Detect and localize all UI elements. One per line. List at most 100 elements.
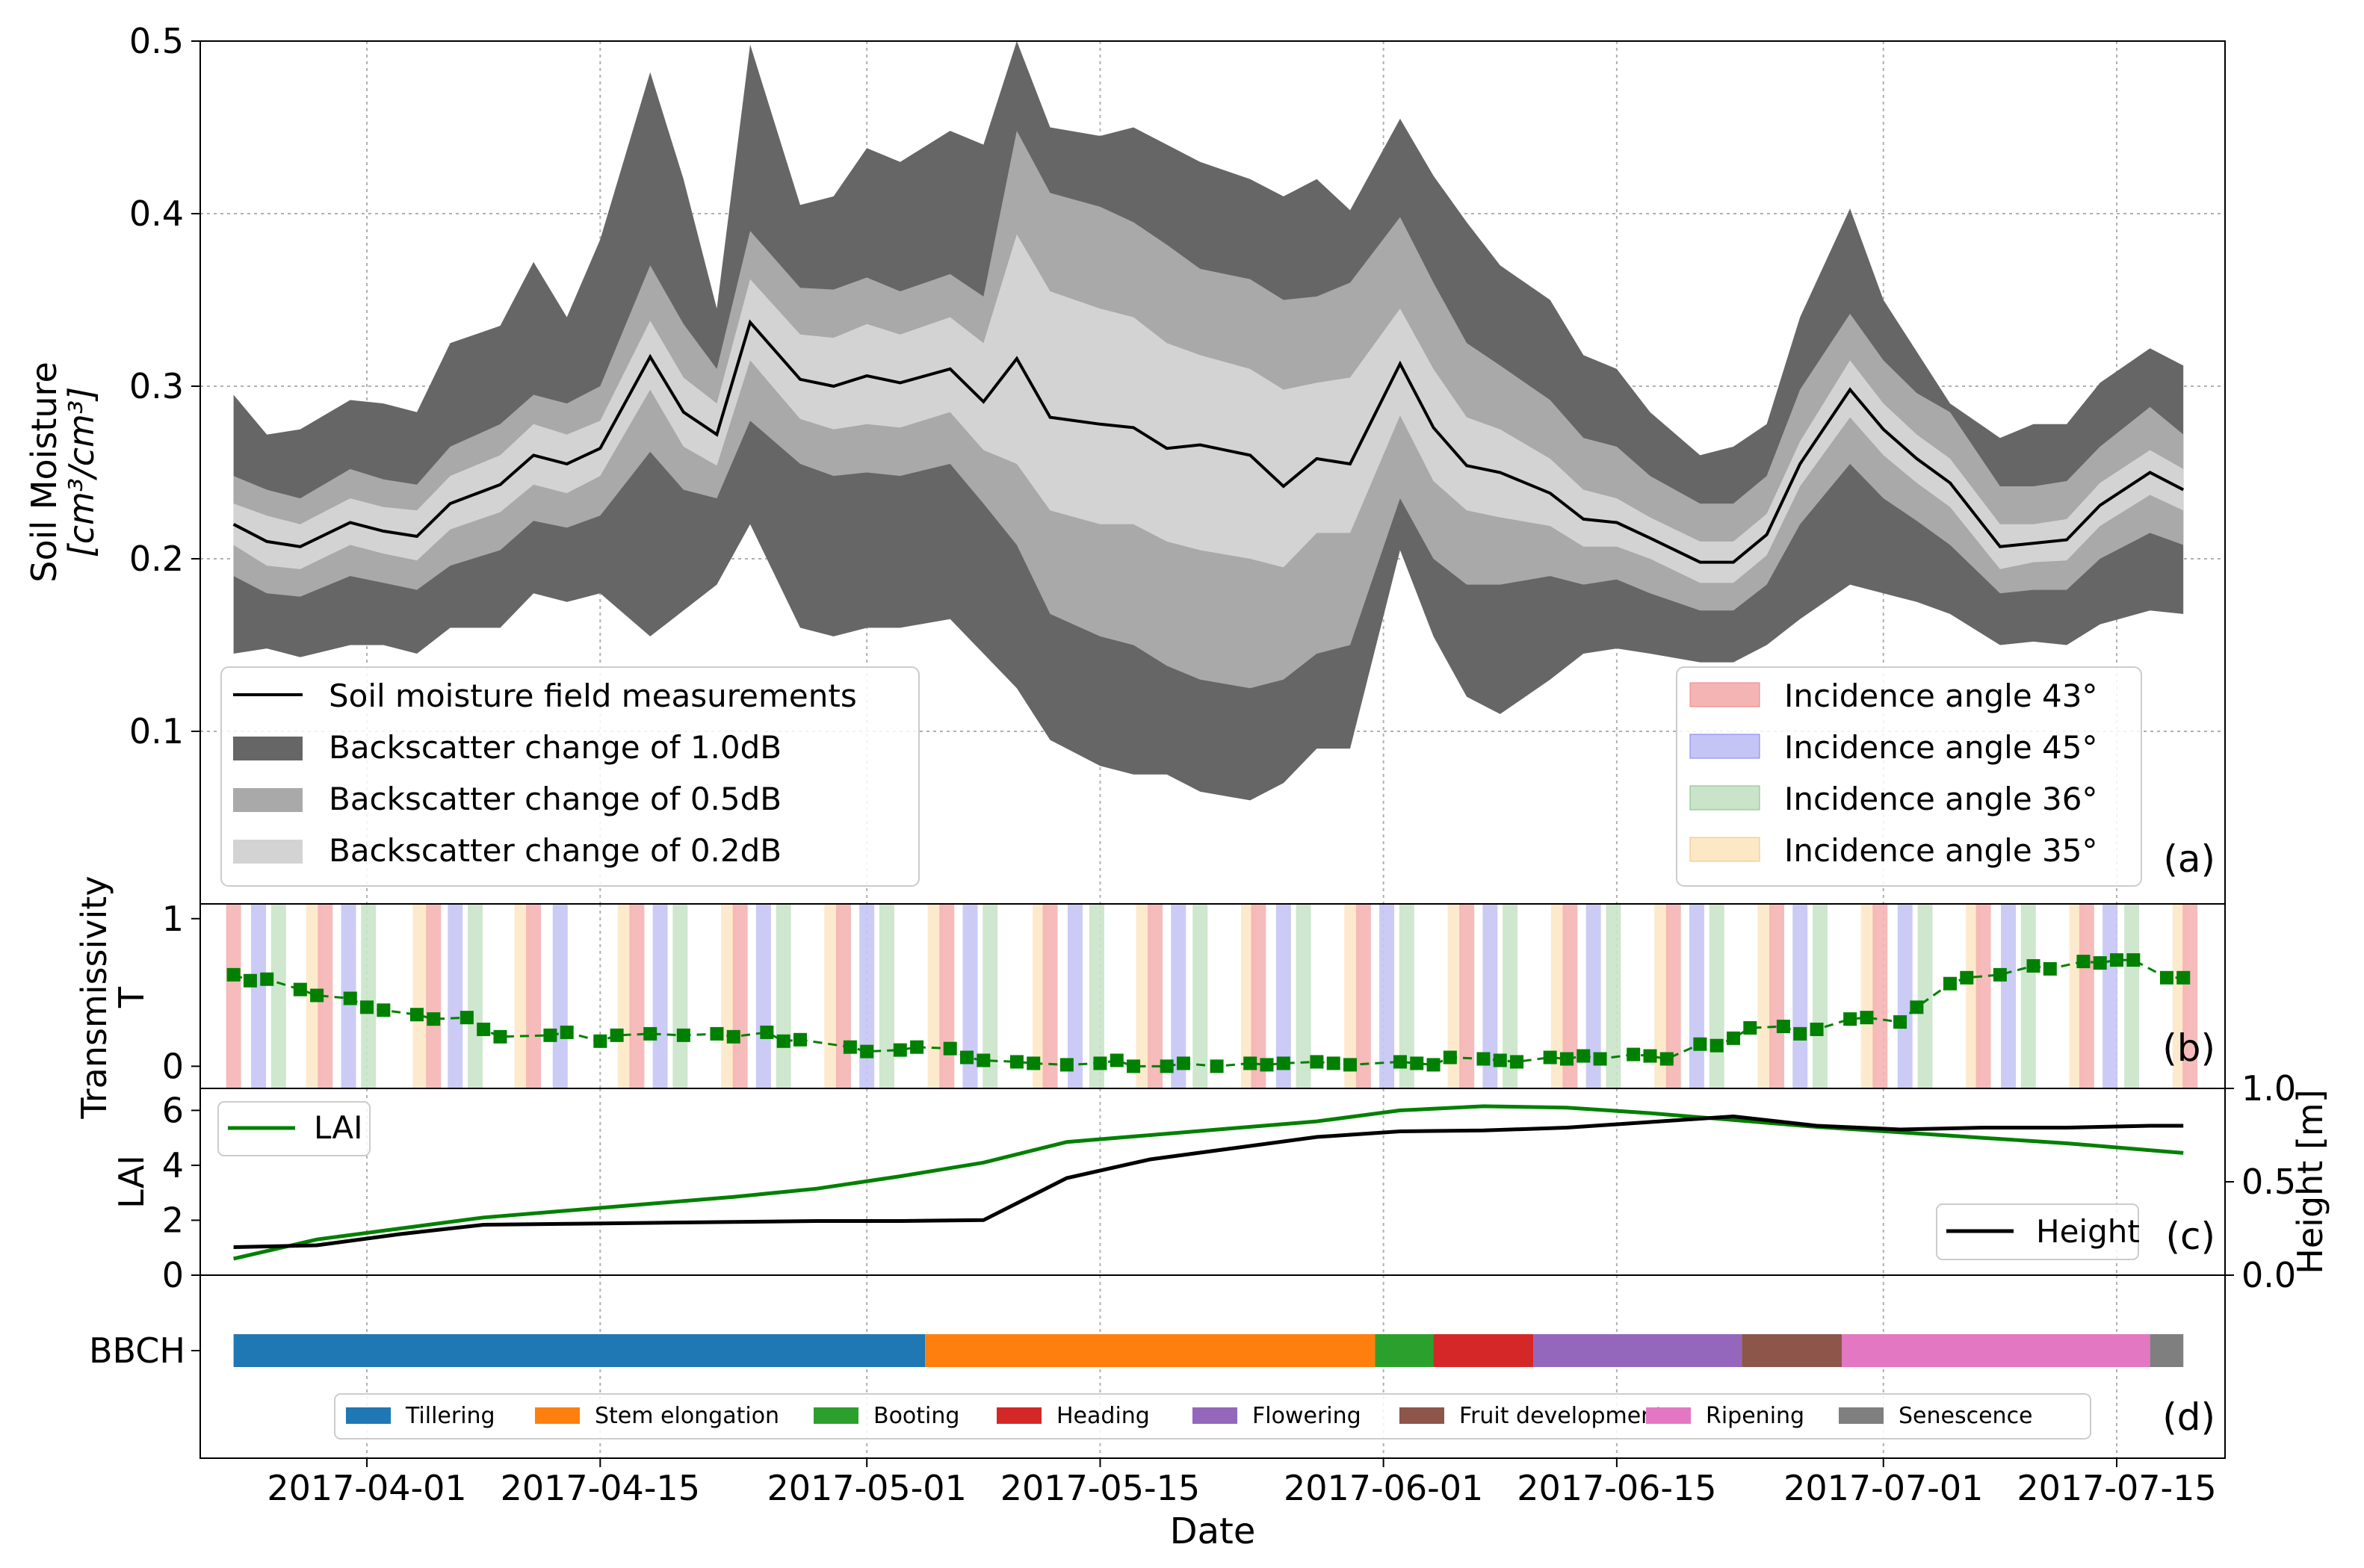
acquisition-bar-angle36 (2020, 904, 2036, 1088)
transmissivity-point (1493, 1053, 1507, 1067)
panel-a-ylabel: Soil Moisture (24, 362, 64, 583)
panel-a-sm-line (232, 319, 2185, 564)
transmissivity-point (643, 1026, 657, 1041)
acquisition-bar-angle36 (361, 904, 377, 1088)
transmissivity-point (1243, 1056, 1257, 1070)
legend-bbch-swatch (997, 1407, 1042, 1424)
panel-c-yticks: 0 2 4 6 0.0 0.5 1.0 (162, 1068, 2296, 1295)
acquisition-bar-angle35 (1550, 904, 1566, 1088)
legend-bbch-swatch (814, 1407, 858, 1424)
acquisition-bar-angle43 (1769, 904, 1785, 1088)
panel-a-bands (233, 41, 2184, 801)
transmissivity-point (409, 1008, 424, 1022)
legend-bbch-swatch (1399, 1407, 1444, 1424)
legend-bbch-label: Heading (1056, 1403, 1150, 1429)
transmissivity-point (1426, 1058, 1441, 1072)
legend-bbch-swatch (535, 1407, 580, 1424)
acquisition-bar-angle45 (1897, 904, 1913, 1088)
y-tick-label: 0.1 (129, 711, 184, 752)
transmissivity-point (776, 1034, 790, 1048)
acquisition-bar-angle43 (526, 904, 542, 1088)
transmissivity-point (1860, 1011, 1874, 1025)
panel-c-ylabel-left: LAI (111, 1155, 152, 1209)
acquisition-bar-angle36 (1917, 904, 1933, 1088)
acquisition-bar-angle45 (251, 904, 267, 1088)
transmissivity-point (1727, 1031, 1741, 1045)
acquisition-bar-angle43 (1665, 904, 1681, 1088)
acquisition-bar-angle36 (1813, 904, 1828, 1088)
transmissivity-point (1093, 1056, 1107, 1070)
y-tick-label: 0.4 (129, 193, 184, 234)
y-tick-label-right: 0.0 (2241, 1255, 2296, 1295)
bbch-bar-senescence (2150, 1334, 2184, 1367)
acquisition-bar-angle36 (1296, 904, 1311, 1088)
transmissivity-point (1810, 1022, 1824, 1036)
transmissivity-point (793, 1032, 807, 1047)
legend-label-sm: Soil moisture field measurements (329, 678, 857, 714)
transmissivity-point (593, 1034, 607, 1048)
panel-b: 01 Transmissivity T (b) (74, 876, 2226, 1120)
transmissivity-point (843, 1040, 857, 1054)
legend-swatch-02db (233, 840, 303, 864)
panel-label-b: (b) (2162, 1026, 2215, 1070)
transmissivity-point (310, 988, 324, 1003)
transmissivity-point (493, 1029, 507, 1044)
acquisition-bar-angle35 (412, 904, 428, 1088)
transmissivity-point (1443, 1050, 1457, 1065)
transmissivity-point (1009, 1055, 1024, 1069)
legend-height-label: Height (2036, 1213, 2140, 1250)
transmissivity-point (226, 967, 241, 982)
transmissivity-point (610, 1028, 624, 1042)
bbch-bar-ripening (1841, 1334, 2150, 1367)
transmissivity-point (2093, 956, 2107, 970)
acquisition-bar-angle45 (2001, 904, 2017, 1088)
legend-bbch-label: Fruit development (1459, 1403, 1664, 1429)
legend-bbch-swatch (1839, 1407, 1884, 1424)
transmissivity-point (1593, 1052, 1607, 1066)
legend-bbch-swatch (1646, 1407, 1691, 1424)
x-tick-label: 2017-07-01 (1783, 1468, 1983, 1508)
panel-c-grid (366, 1088, 2118, 1275)
legend-label-angle45: Incidence angle 45° (1784, 729, 2098, 766)
transmissivity-point (1127, 1059, 1141, 1073)
transmissivity-point (893, 1043, 907, 1057)
acquisition-bar-angle45 (652, 904, 668, 1088)
transmissivity-point (977, 1053, 991, 1067)
legend-bbch-label: Flowering (1252, 1403, 1361, 1429)
x-tick-label: 2017-04-01 (267, 1468, 466, 1508)
y-tick-label: 1 (162, 899, 184, 939)
transmissivity-point (910, 1040, 924, 1054)
acquisition-bar-angle45 (1585, 904, 1601, 1088)
y-tick-label-right: 0.5 (2241, 1162, 2296, 1202)
y-tick-label: 0.2 (129, 539, 184, 579)
acquisition-bar-angle43 (1148, 904, 1163, 1088)
acquisition-bar-angle43 (1562, 904, 1578, 1088)
acquisition-bar-angle43 (835, 904, 851, 1088)
acquisition-bar-angle36 (879, 904, 894, 1088)
acquisition-bar-angle35 (1344, 904, 1360, 1088)
acquisition-bar-angle43 (629, 904, 645, 1088)
transmissivity-point (860, 1044, 874, 1059)
transmissivity-point (1776, 1020, 1790, 1034)
band-backscatter-change-of-0-2db (233, 234, 2184, 583)
transmissivity-point (1943, 976, 1957, 991)
transmissivity-point (1027, 1056, 1041, 1070)
transmissivity-point (343, 991, 357, 1005)
acquisition-bar-angle35 (1860, 904, 1876, 1088)
acquisition-bar-angle35 (514, 904, 530, 1088)
acquisition-bar-angle35 (1757, 904, 1773, 1088)
transmissivity-point (1693, 1037, 1707, 1051)
transmissivity-point (1576, 1049, 1591, 1063)
y-tick-label-right: 1.0 (2241, 1068, 2296, 1109)
transmissivity-point (2043, 961, 2057, 976)
transmissivity-point (710, 1026, 724, 1041)
bbch-bar-fruit-development (1742, 1334, 1842, 1367)
transmissivity-point (1276, 1056, 1290, 1070)
transmissivity-point (1910, 1000, 1924, 1014)
transmissivity-point (293, 982, 307, 997)
panel-c-ylabel-right: Height [m] (2290, 1089, 2330, 1274)
transmissivity-point (1326, 1056, 1340, 1070)
legend-right-box (1676, 666, 2142, 887)
acquisition-bar-angle36 (1399, 904, 1414, 1088)
